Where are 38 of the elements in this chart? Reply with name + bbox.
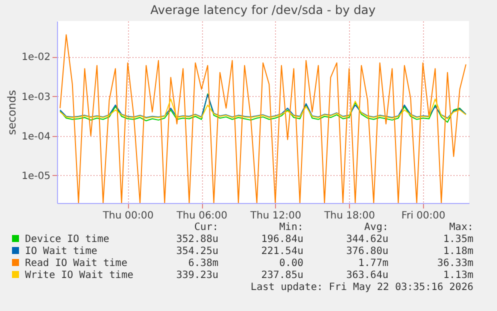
text: 1.35m — [442, 234, 474, 246]
text: 221.54u — [260, 246, 304, 258]
y-tick-label: 1e-05 — [22, 170, 50, 182]
text: 196.84u — [260, 234, 304, 246]
line-series — [60, 34, 466, 203]
legend-label: Device IO time — [24, 234, 110, 246]
text: Cur: — [193, 222, 218, 234]
text: 1.77m — [357, 258, 388, 270]
text: 352.88u — [175, 234, 218, 246]
x-tick-label: Thu 00:00 — [102, 210, 154, 222]
text: 376.80u — [345, 246, 388, 258]
text: 6.38m — [187, 258, 218, 270]
legend-label: Read IO Wait time — [24, 258, 128, 270]
x-tick-label: Thu 06:00 — [176, 210, 228, 222]
chart-title: Average latency for /dev/sda - by day — [150, 3, 376, 17]
text: 339.23u — [175, 270, 218, 282]
x-tick-label: Thu 12:00 — [249, 210, 302, 222]
y-axis-title: seconds — [6, 90, 19, 135]
x-tick-label: Fri 00:00 — [401, 210, 446, 222]
y-tick-label: 1e-04 — [22, 131, 50, 142]
text: 237.85u — [260, 270, 304, 282]
text: 36.33m — [436, 258, 474, 270]
text: 354.25u — [175, 246, 218, 258]
line-series — [60, 98, 466, 120]
text: 1.18m — [442, 246, 474, 258]
text: Max: — [448, 222, 474, 234]
x-tick-label: Thu 18:00 — [323, 210, 375, 222]
text: 1.13m — [442, 270, 474, 282]
text: 344.62u — [345, 234, 388, 246]
text: 0.00 — [278, 258, 304, 270]
legend-label: Write IO Wait time — [24, 270, 134, 282]
y-tick-label: 1e-02 — [22, 52, 50, 64]
legend-label: IO Wait time — [24, 246, 98, 258]
text: Avg: — [363, 222, 388, 234]
y-tick-label: 1e-03 — [22, 92, 50, 103]
text: Last update: Fri May 22 03:35:16 2026 — [250, 282, 474, 294]
text: Min: — [278, 222, 304, 234]
text: 363.64u — [345, 270, 388, 282]
